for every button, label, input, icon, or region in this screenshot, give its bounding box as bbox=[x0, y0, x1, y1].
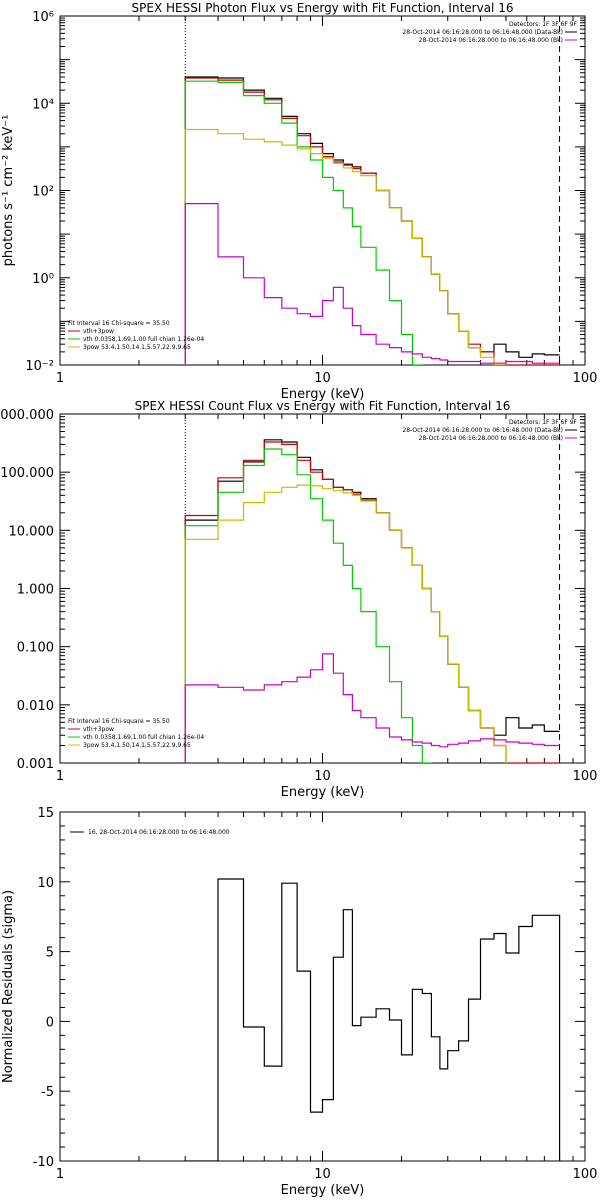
y-tick-label: 10⁻² bbox=[25, 359, 54, 374]
x-axis-label: Energy (keV) bbox=[281, 387, 365, 402]
y-tick-label: 15 bbox=[37, 806, 54, 821]
panel-1: 1 10 100 10⁻² 10⁰ 10² 10⁴ 10⁶ SPEX HESSI Photon … bbox=[1, 1, 598, 402]
series-group bbox=[184, 439, 560, 763]
y-tick-label: 0.010 bbox=[17, 699, 54, 714]
legend-entry-text: 28-Oct-2014 06:16:28.000 to 06:16:48.000… bbox=[402, 29, 563, 36]
series-vth-line bbox=[184, 448, 432, 763]
y-axis-label: Normalized Residuals (sigma) bbox=[1, 890, 16, 1083]
y-tick-label: 10² bbox=[32, 185, 54, 200]
panel-2: 1 10 100 0.001 0.010 0.100 1.000 10.000 100.000 1… bbox=[0, 399, 598, 800]
x-tick-label: 10 bbox=[314, 371, 331, 386]
x-tick-label: 1 bbox=[56, 769, 64, 784]
series-vth-line bbox=[184, 80, 423, 365]
legend-entry-text: 28-Oct-2014 06:16:28.000 to 06:16:48.000… bbox=[419, 435, 563, 442]
y-tick-label: 10.000 bbox=[9, 524, 55, 539]
x-tick-label: 100 bbox=[573, 371, 598, 386]
legend-entry-text: 28-Oct-2014 06:16:28.000 to 06:16:48.000… bbox=[419, 37, 563, 44]
legend-entry-text: vth 0.0358,1.69,1.00 full chian 1.26e-04 bbox=[83, 336, 204, 343]
series-background-line bbox=[184, 653, 560, 763]
x-axis-label: Energy (keV) bbox=[281, 785, 365, 800]
x-tick-label: 100 bbox=[573, 1167, 598, 1182]
chart-title: SPEX HESSI Count Flux vs Energy with Fit… bbox=[135, 399, 511, 413]
y-tick-label: 5 bbox=[46, 946, 54, 961]
legend-entry-text: vth 0.0358,1.69,1.00 full chian 1.26e-04 bbox=[83, 734, 204, 741]
panel-3: 1 10 100 -10 -5 0 5 10 15 Energy (keV) Normalized … bbox=[1, 806, 597, 1198]
series-group bbox=[185, 878, 561, 1161]
y-tick-label: 1.000 bbox=[17, 583, 54, 598]
legend-fit-header: Fit Interval 16 Chi-square = 35.50 bbox=[68, 320, 170, 327]
legend-entry-text: vth+3pow bbox=[83, 328, 114, 335]
y-tick-label: -10 bbox=[33, 1155, 54, 1170]
series-group bbox=[184, 76, 560, 365]
legend-detectors: Detectors: 1F 3F 6F 9F bbox=[509, 21, 578, 28]
x-tick-label: 10 bbox=[314, 769, 331, 784]
series-background-line bbox=[184, 203, 560, 365]
y-tick-label: 10 bbox=[37, 876, 54, 891]
chart-title: SPEX HESSI Photon Flux vs Energy with Fi… bbox=[132, 1, 514, 15]
y-tick-label: -5 bbox=[41, 1085, 54, 1100]
y-axis-label: photons s⁻¹ cm⁻² keV⁻¹ bbox=[1, 115, 16, 267]
x-tick-label: 1 bbox=[56, 1167, 64, 1182]
y-tick-label: 10⁴ bbox=[32, 97, 54, 112]
legend-entry-text: 16, 28-Oct-2014 06:16:28.000 to 06:16:48… bbox=[88, 829, 230, 836]
y-tick-label: 0.001 bbox=[17, 757, 54, 772]
x-tick-label: 10 bbox=[314, 1167, 331, 1182]
legend-entry-text: 28-Oct-2014 06:16:28.000 to 06:16:48.000… bbox=[402, 427, 563, 434]
legend-fit-header: Fit Interval 16 Chi-square = 35.50 bbox=[68, 718, 170, 725]
series-pow-line bbox=[184, 128, 507, 365]
y-tick-label: 0 bbox=[46, 1015, 54, 1030]
y-tick-label: 100.000 bbox=[0, 466, 54, 481]
legend-detectors: Detectors: 1F 3F 6F 9F bbox=[509, 419, 578, 426]
legend-entry-text: 3pow 53.4,1.50,14.1,5.57,22.9,9.65 bbox=[83, 344, 191, 351]
x-tick-label: 100 bbox=[573, 769, 598, 784]
series-residual-line bbox=[185, 878, 561, 1161]
legend-entry-text: 3pow 53.4,1.50,14.1,5.57,22.9,9.65 bbox=[83, 742, 191, 749]
y-tick-label: 0.100 bbox=[17, 641, 54, 656]
x-tick-label: 1 bbox=[56, 371, 64, 386]
y-tick-label: 10⁶ bbox=[32, 10, 54, 25]
y-tick-label: 10⁰ bbox=[32, 272, 54, 287]
x-axis-label: Energy (keV) bbox=[281, 1183, 365, 1198]
legend-entry-text: vth+3pow bbox=[83, 726, 114, 733]
